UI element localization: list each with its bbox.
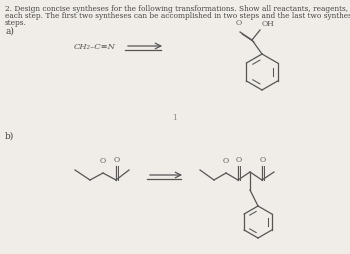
Text: O: O <box>236 156 242 164</box>
Text: O: O <box>236 19 242 27</box>
Text: each step. The first two syntheses can be accomplished in two steps and the last: each step. The first two syntheses can b… <box>5 12 350 20</box>
Text: 2. Design concise syntheses for the following transformations. Show all reactant: 2. Design concise syntheses for the foll… <box>5 5 350 13</box>
Text: steps.: steps. <box>5 19 27 27</box>
Text: O: O <box>100 157 106 165</box>
Text: b): b) <box>5 132 14 141</box>
Text: OH: OH <box>262 20 275 28</box>
Text: CH₂–C≡N: CH₂–C≡N <box>74 43 116 51</box>
Text: a): a) <box>5 27 14 36</box>
Text: O: O <box>260 156 266 164</box>
Text: O: O <box>223 157 229 165</box>
Text: O: O <box>114 156 120 164</box>
Text: 1: 1 <box>173 114 177 122</box>
